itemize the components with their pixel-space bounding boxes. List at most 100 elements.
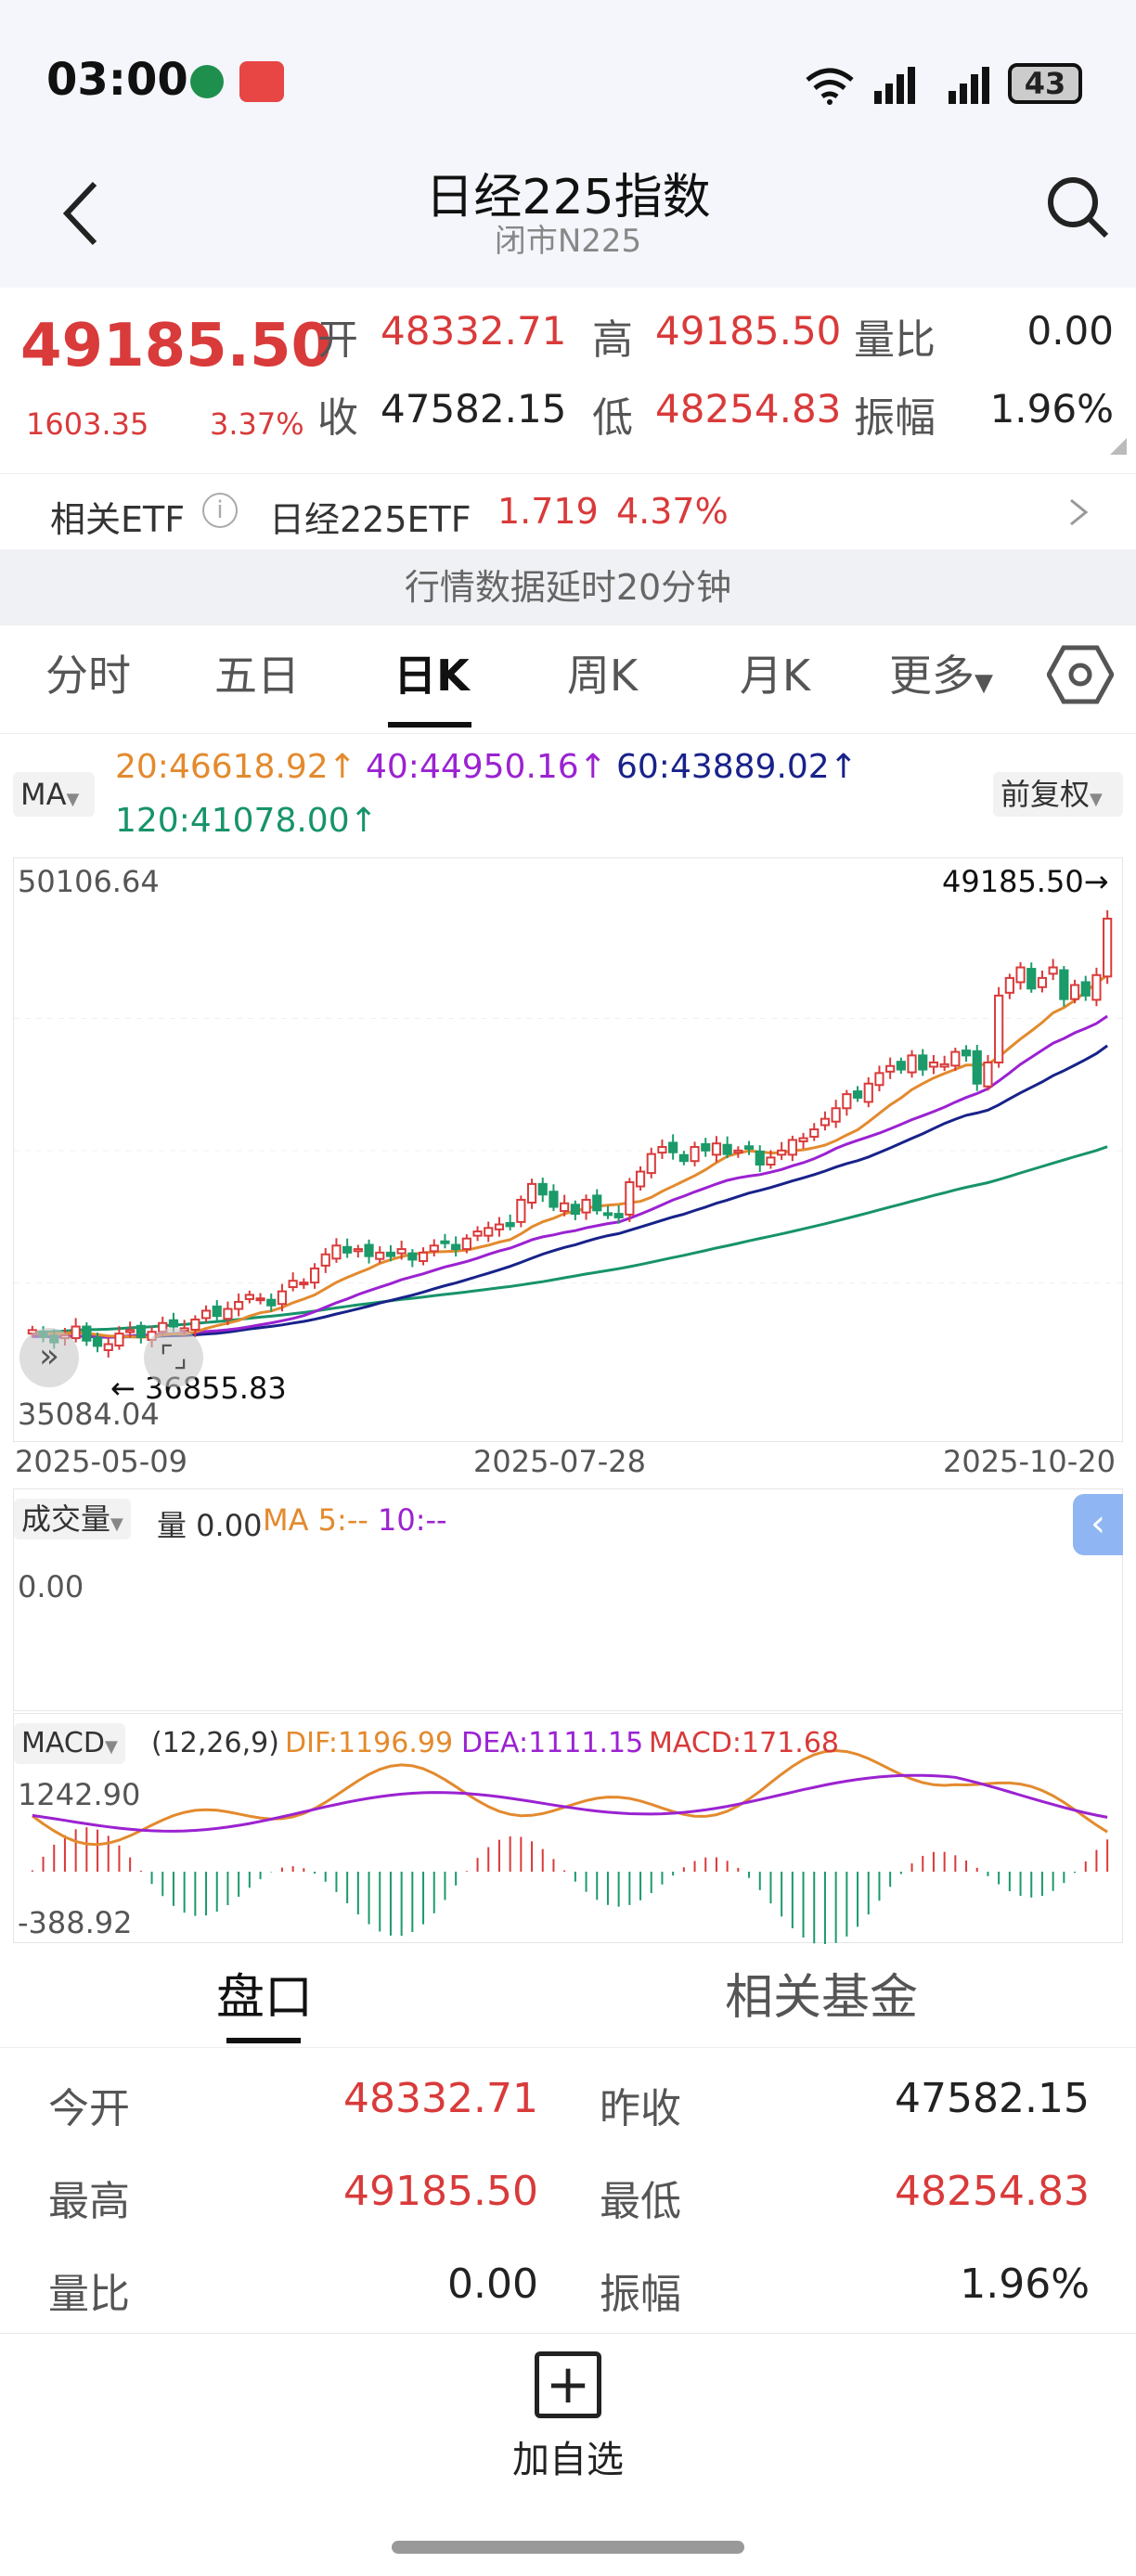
vol-ratio-value: 0.00 — [1026, 308, 1114, 354]
candle-body — [385, 1251, 396, 1257]
candle-body — [918, 1054, 928, 1071]
date-label-mid: 2025-07-28 — [473, 1444, 646, 1479]
candle-body — [299, 1282, 309, 1286]
kline-ymin-label: 35084.04 — [18, 1397, 160, 1432]
candle-body — [657, 1146, 667, 1154]
macd-dif-line — [32, 1748, 1108, 1847]
battery-icon: 43 — [1008, 63, 1082, 104]
high-panel-label: 最高 — [48, 2178, 130, 2225]
etf-row[interactable]: 相关ETF i 日经225ETF 1.719 4.37% — [0, 473, 1136, 547]
search-icon[interactable] — [1045, 174, 1112, 241]
candle-body — [494, 1223, 505, 1230]
macd-dif: DIF:1196.99 — [285, 1727, 454, 1759]
high-label: 高 — [592, 316, 633, 364]
prev-close-value: 47582.15 — [381, 386, 567, 431]
candle-body — [277, 1290, 288, 1306]
macd-panel[interactable]: MACD▼ (12,26,9) DIF:1196.99 DEA:1111.15 … — [13, 1713, 1123, 1944]
tab-related-funds[interactable]: 相关基金 — [724, 1970, 918, 2026]
candle-body — [364, 1243, 374, 1257]
candle-body — [526, 1182, 537, 1204]
macd-selector[interactable]: MACD▼ — [14, 1723, 125, 1764]
candle-body — [440, 1240, 450, 1244]
candle-body — [711, 1142, 722, 1156]
volume-value: 量 0.00 — [157, 1508, 263, 1543]
ma-selector-label: MA — [20, 777, 67, 812]
macd-dea: DEA:1111.15 — [461, 1727, 644, 1759]
tab-daily-k[interactable]: 日K — [394, 650, 470, 701]
candle-body — [190, 1318, 200, 1331]
candle-body — [1037, 976, 1048, 988]
candle-body — [701, 1142, 711, 1152]
candle-body — [353, 1248, 363, 1253]
macd-plot — [31, 1748, 1109, 1944]
adjust-selector[interactable]: 前复权▼ — [993, 772, 1123, 817]
vol-ratio-panel-label: 量比 — [48, 2271, 130, 2318]
status-bar: 03:00 43 — [0, 0, 1136, 158]
volume-panel[interactable]: 成交量▼ 量 0.00 MA 5:-- 10:-- 0.00 — [13, 1488, 1123, 1711]
candle-body — [92, 1336, 103, 1347]
page-subtitle: 闭市N225 — [494, 223, 642, 260]
tab-more[interactable]: 更多▼ — [876, 642, 1006, 703]
candle-body — [1048, 966, 1058, 975]
candle-body — [646, 1153, 656, 1175]
volume-ma5: MA 5:-- — [263, 1502, 368, 1538]
nav-header: 日经225指数 闭市N225 — [0, 158, 1136, 288]
open-value: 48332.71 — [381, 308, 567, 354]
candle-body — [602, 1212, 613, 1217]
macd-ymin-label: -388.92 — [18, 1905, 133, 1940]
expand-corner[interactable] — [1110, 438, 1127, 455]
etf-name: 日经225ETF — [269, 499, 471, 540]
candle-body — [809, 1128, 820, 1139]
active-bottom-tab-indicator — [226, 2038, 301, 2043]
candle-body — [928, 1061, 939, 1068]
back-icon[interactable] — [58, 176, 104, 251]
kline-chart[interactable]: 50106.64 35084.04 49185.50→ ← 36855.83 »… — [13, 857, 1124, 1442]
candle-body — [690, 1146, 700, 1163]
tab-order-book[interactable]: 盘口 — [215, 1970, 313, 2026]
fullscreen-icon[interactable]: ⌜⌟ — [144, 1328, 203, 1387]
candle-body — [1080, 981, 1091, 997]
add-watchlist-button[interactable]: + 加自选 — [492, 2342, 644, 2481]
candle-body — [82, 1325, 92, 1342]
dropdown-icon: ▼ — [66, 790, 80, 809]
volume-selector[interactable]: 成交量▼ — [14, 1499, 131, 1539]
macd-dea-line — [32, 1773, 1108, 1833]
candle-body — [168, 1319, 179, 1328]
wifi-icon — [806, 68, 854, 105]
tab-monthly-k[interactable]: 月K — [739, 650, 811, 701]
candle-body — [1103, 917, 1113, 978]
ma40-line — [32, 1014, 1108, 1339]
candle-body — [625, 1180, 635, 1216]
amplitude-label: 振幅 — [854, 394, 936, 442]
high-panel-value: 49185.50 — [343, 2168, 538, 2215]
price-change: 1603.35 — [26, 406, 149, 442]
candle-body — [1015, 966, 1026, 984]
expand-left-icon[interactable]: » — [19, 1328, 79, 1387]
tab-five-day[interactable]: 五日 — [214, 650, 300, 701]
candle-body — [907, 1054, 917, 1074]
candle-body — [1069, 984, 1080, 1000]
home-indicator[interactable] — [392, 2541, 744, 2554]
ma120-value: 120:41078.00↑ — [115, 802, 378, 840]
candle-body — [451, 1243, 461, 1251]
low-panel-label: 最低 — [600, 2178, 681, 2225]
candle-body — [537, 1182, 548, 1196]
ma-selector[interactable]: MA▼ — [13, 772, 95, 817]
tab-weekly-k[interactable]: 周K — [566, 650, 639, 701]
adjust-label: 前复权 — [1000, 777, 1091, 812]
settings-icon[interactable] — [1047, 644, 1114, 705]
collapse-panel-icon[interactable]: ‹ — [1073, 1494, 1123, 1555]
info-icon[interactable]: i — [202, 493, 238, 528]
candle-body — [777, 1149, 787, 1156]
tab-intraday[interactable]: 分时 — [45, 650, 131, 701]
kline-plot — [14, 909, 1124, 1358]
candle-body — [320, 1253, 330, 1267]
candle-body — [266, 1298, 277, 1307]
macd-ymax-label: 1242.90 — [18, 1777, 141, 1812]
candle-body — [798, 1137, 808, 1142]
kline-last-label: 49185.50→ — [942, 864, 1109, 899]
ma60-value: 60:43889.02↑ — [616, 748, 858, 786]
candle-body — [1004, 976, 1014, 994]
prev-close-panel-label: 昨收 — [600, 2085, 681, 2132]
candle-body — [342, 1245, 353, 1254]
